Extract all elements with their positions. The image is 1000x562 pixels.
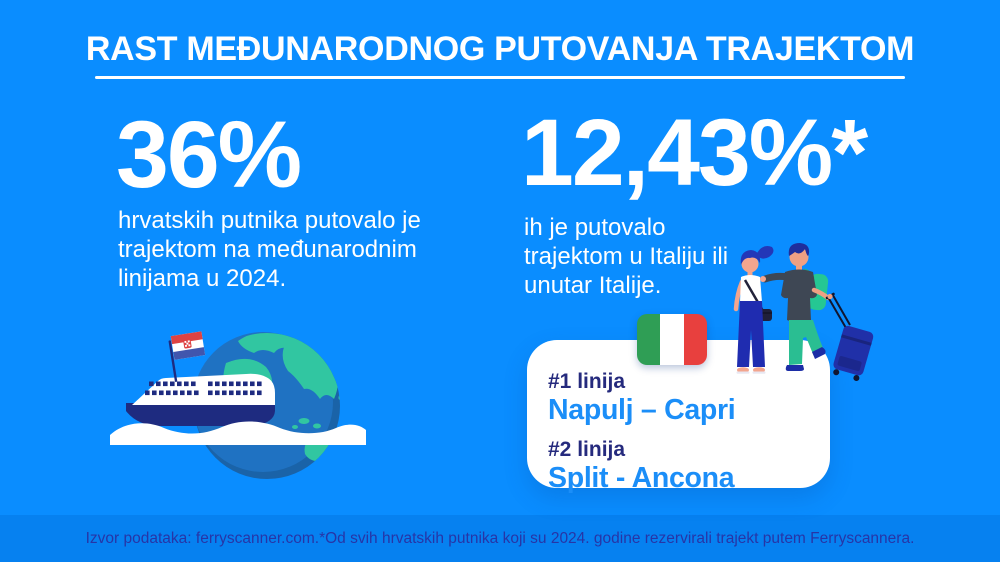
route-name-2: Split - Ancona xyxy=(548,461,735,494)
stat-value-croatia: 36% xyxy=(116,102,302,208)
stat-description-italy: ih je putovalo trajektom u Italiju ili u… xyxy=(524,214,729,299)
italy-flag-red-stripe xyxy=(683,314,707,365)
italy-flag-icon xyxy=(637,314,707,365)
croatia-flag-icon xyxy=(168,331,206,382)
stat-value-italy: 12,43%* xyxy=(521,100,868,206)
suitcase-icon xyxy=(825,292,874,382)
ferry-ship-icon xyxy=(110,331,366,445)
ferry-globe-illustration xyxy=(110,331,366,479)
page-title: RAST MEĐUNARODNOG PUTOVANJA TRAJEKTOM xyxy=(85,30,915,68)
footer-bar: Izvor podataka: ferryscanner.com.*Od svi… xyxy=(0,515,1000,562)
route-rank-2: #2 linija xyxy=(548,437,626,461)
route-item-2: #2 linija Split - Ancona xyxy=(548,437,814,494)
source-note: Izvor podataka: ferryscanner.com.*Od svi… xyxy=(85,529,915,547)
stat-description-croatia: hrvatskih putnika putovalo je trajektom … xyxy=(118,207,421,292)
italy-flag-green-stripe xyxy=(637,314,661,365)
title-underline xyxy=(95,76,905,79)
woman-figure xyxy=(733,246,774,374)
man-figure xyxy=(760,243,831,371)
route-rank-1: #1 linija xyxy=(548,370,626,393)
route-name-1: Napulj – Capri xyxy=(548,394,736,427)
italy-flag-white-stripe xyxy=(660,314,684,365)
travelers-illustration xyxy=(733,243,874,382)
route-item-1: #1 linija Napulj – Capri xyxy=(548,370,814,427)
